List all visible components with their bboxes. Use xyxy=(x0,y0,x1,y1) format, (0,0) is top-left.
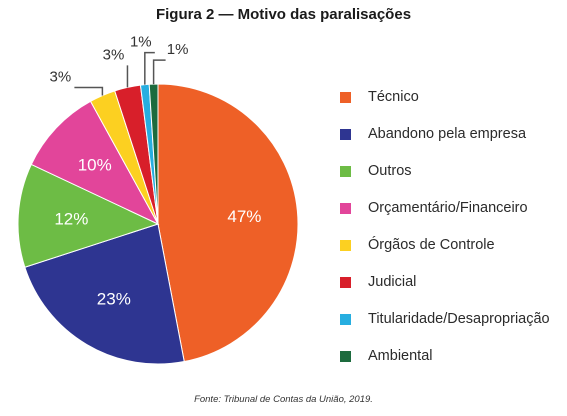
legend-item-abandono-pela-empresa: Abandono pela empresa xyxy=(340,123,526,145)
legend-swatch xyxy=(340,239,351,251)
legend-label: Ambiental xyxy=(368,348,433,364)
legend-item-tecnico: Técnico xyxy=(340,86,419,108)
legend-swatch xyxy=(340,91,351,103)
slice-label-abandono-pela-empresa: 23% xyxy=(97,290,131,309)
pie-slice-ambiental xyxy=(148,83,159,225)
legend-label: Órgãos de Controle xyxy=(368,237,495,253)
legend-swatch xyxy=(340,313,351,325)
legend-label: Abandono pela empresa xyxy=(368,126,527,142)
slice-label-orgaos-de-controle: 3% xyxy=(50,69,72,86)
legend-label: Orçamentário/Financeiro xyxy=(368,200,528,216)
legend-label: Titularidade/Desapropriação xyxy=(368,311,550,327)
slice-label-judicial: 3% xyxy=(103,46,125,63)
legend-label: Técnico xyxy=(368,89,419,105)
legend-swatch xyxy=(340,276,351,288)
pie-slice-tecnico xyxy=(157,83,299,363)
legend-swatch xyxy=(340,165,351,177)
pie-slice-orcamentario-financeiro xyxy=(30,100,160,226)
legend-swatch xyxy=(340,202,351,214)
slice-label-titularidade-desapropriacao: 1% xyxy=(130,34,152,51)
legend-item-outros: Outros xyxy=(340,160,412,182)
legend-item-orcamentario-financeiro: Orçamentário/Financeiro xyxy=(340,197,528,219)
legend-item-orgaos-de-controle: Órgãos de Controle xyxy=(340,234,495,256)
legend-swatch xyxy=(340,128,351,140)
slice-label-tecnico: 47% xyxy=(227,207,261,226)
slice-label-orcamentario-financeiro: 10% xyxy=(78,156,112,175)
legend-swatch xyxy=(340,350,351,362)
legend-item-judicial: Judicial xyxy=(340,271,416,293)
slice-label-outros: 12% xyxy=(54,210,88,229)
chart-title: Figura 2 — Motivo das paralisações xyxy=(155,6,412,23)
legend-label: Judicial xyxy=(368,274,417,290)
callout-line-titularidade-desapropriacao xyxy=(144,51,155,85)
source-note: Fonte: Tribunal de Contas da União, 2019… xyxy=(194,394,373,405)
legend-item-titularidade-desapropriacao: Titularidade/Desapropriação xyxy=(340,308,550,330)
slice-label-ambiental: 1% xyxy=(167,41,189,58)
pie-slice-outros xyxy=(17,163,160,268)
pie-slice-abandono-pela-empresa xyxy=(24,223,185,365)
legend-item-ambiental: Ambiental xyxy=(340,345,432,367)
callout-line-orgaos-de-controle xyxy=(74,86,104,96)
legend-label: Outros xyxy=(368,163,412,179)
callout-line-ambiental xyxy=(152,59,166,85)
